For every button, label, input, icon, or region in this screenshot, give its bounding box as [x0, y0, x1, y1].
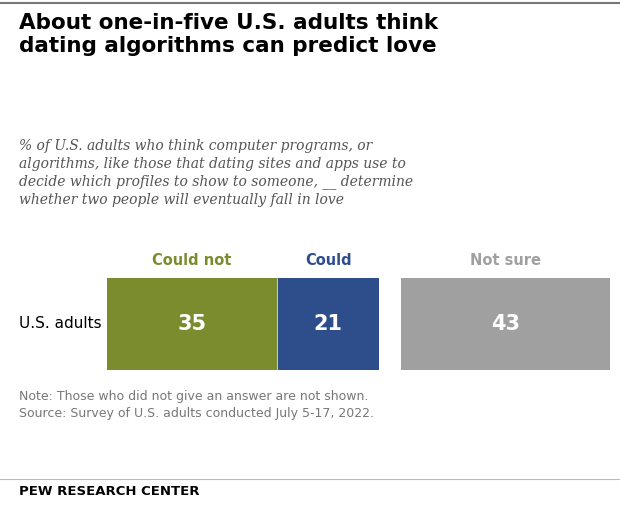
FancyBboxPatch shape [277, 278, 379, 370]
Text: 43: 43 [491, 314, 520, 334]
Text: PEW RESEARCH CENTER: PEW RESEARCH CENTER [19, 485, 199, 498]
Text: % of U.S. adults who think computer programs, or
algorithms, like those that dat: % of U.S. adults who think computer prog… [19, 139, 413, 208]
Text: 35: 35 [177, 314, 206, 334]
Text: U.S. adults: U.S. adults [19, 316, 102, 331]
Text: Could not: Could not [153, 253, 232, 268]
Text: Note: Those who did not give an answer are not shown.
Source: Survey of U.S. adu: Note: Those who did not give an answer a… [19, 390, 374, 420]
FancyBboxPatch shape [401, 278, 610, 370]
Text: About one-in-five U.S. adults think
dating algorithms can predict love: About one-in-five U.S. adults think dati… [19, 13, 438, 56]
FancyBboxPatch shape [107, 278, 277, 370]
Text: Could: Could [305, 253, 352, 268]
Text: 21: 21 [314, 314, 343, 334]
Text: Not sure: Not sure [470, 253, 541, 268]
